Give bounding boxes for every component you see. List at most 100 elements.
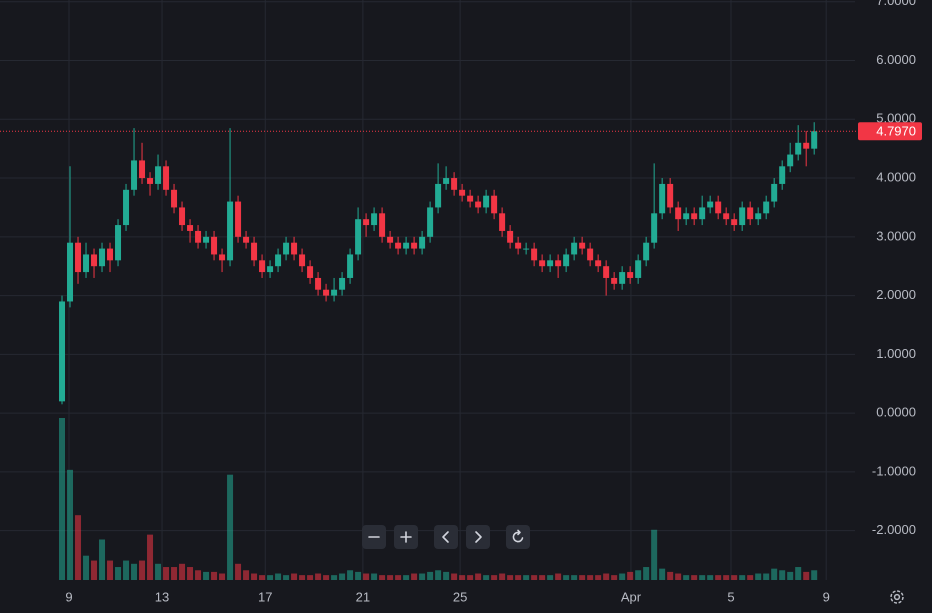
candle-body [379, 213, 386, 237]
volume-bar [475, 573, 482, 580]
volume-bar [315, 573, 322, 580]
volume-bar [579, 575, 586, 580]
volume-bar [627, 571, 634, 580]
candle-body [435, 183, 442, 208]
candle-body [411, 242, 418, 249]
candle-body [139, 160, 146, 179]
candle-body [155, 166, 162, 184]
volume-bar [259, 575, 266, 580]
volume-bar [395, 575, 402, 580]
volume-bar [147, 534, 154, 580]
volume-bar [803, 571, 810, 580]
candle-body [259, 260, 266, 273]
volume-bar [771, 568, 778, 580]
candle-body [115, 225, 122, 261]
volume-bar [731, 575, 738, 580]
volume-bar [299, 575, 306, 580]
candle-body [243, 236, 250, 243]
reset-button[interactable] [506, 525, 530, 549]
volume-bar [563, 575, 570, 580]
volume-bar [347, 570, 354, 580]
volume-bar [595, 575, 602, 580]
candle-body [475, 201, 482, 208]
candle-body [467, 195, 474, 202]
candle-body [723, 213, 730, 220]
volume-bar [499, 573, 506, 580]
scroll-right-button[interactable] [466, 525, 490, 549]
candle-body [187, 225, 194, 231]
candle-body [515, 242, 522, 249]
volume-bar [355, 571, 362, 580]
volume-bar [515, 575, 522, 580]
volume-bar [123, 560, 130, 580]
x-tick-label: 17 [258, 589, 272, 604]
candle-body [419, 236, 426, 249]
volume-bar [699, 575, 706, 580]
volume-bar [227, 474, 234, 580]
volume-bar [659, 568, 666, 580]
last-price-badge [858, 122, 922, 141]
volume-bar [187, 567, 194, 580]
volume-bar [251, 573, 258, 580]
volume-bar [163, 567, 170, 580]
volume-bar [539, 575, 546, 580]
candle-body [427, 207, 434, 237]
volume-bar [571, 575, 578, 580]
settings-button[interactable] [890, 590, 904, 604]
candle-body [315, 277, 322, 290]
volume-bar [379, 575, 386, 580]
volume-bar [747, 575, 754, 580]
candle-body [707, 201, 714, 208]
candle-body [779, 166, 786, 184]
volume-bar [139, 560, 146, 580]
scroll-left-button[interactable] [434, 525, 458, 549]
candle-body [299, 254, 306, 267]
volume-bar [179, 563, 186, 580]
candle-body [251, 242, 258, 261]
candle-body [275, 254, 282, 267]
volume-bar [419, 573, 426, 580]
candle-body [307, 266, 314, 278]
y-tick-label: 0.0000 [876, 405, 916, 420]
candle-body [171, 189, 178, 208]
volume-bar [483, 575, 490, 580]
candle-body [699, 207, 706, 220]
volume-bar [779, 570, 786, 580]
candle-body [787, 154, 794, 167]
candle-body [667, 183, 674, 208]
candle-body [539, 260, 546, 267]
volume-bar [683, 575, 690, 580]
candle-body [195, 230, 202, 243]
volume-bar [739, 575, 746, 580]
volume-bar [635, 570, 642, 580]
candle-body [451, 178, 458, 190]
candle-body [587, 248, 594, 261]
volume-bar [387, 575, 394, 580]
volume-bar [507, 575, 514, 580]
zoom-in-button[interactable] [394, 525, 418, 549]
candle-body [203, 236, 210, 243]
volume-bar [523, 575, 530, 580]
volume-bar [131, 563, 138, 580]
volume-bar [411, 573, 418, 580]
volume-bar [107, 560, 114, 580]
zoom-out-button[interactable] [362, 525, 386, 549]
candle-body [579, 242, 586, 249]
volume-bar [763, 573, 770, 580]
candle-body [227, 201, 234, 261]
volume-bar [611, 575, 618, 580]
candle-body [443, 178, 450, 184]
volume-bar [547, 575, 554, 580]
volume-bar [451, 573, 458, 580]
candle-body [235, 201, 242, 237]
candle-body [795, 142, 802, 155]
volume-bar [291, 573, 298, 580]
candle-body [523, 248, 530, 250]
candle-body [483, 195, 490, 208]
candle-body [771, 183, 778, 202]
candle-body [403, 242, 410, 249]
candle-body [291, 242, 298, 255]
